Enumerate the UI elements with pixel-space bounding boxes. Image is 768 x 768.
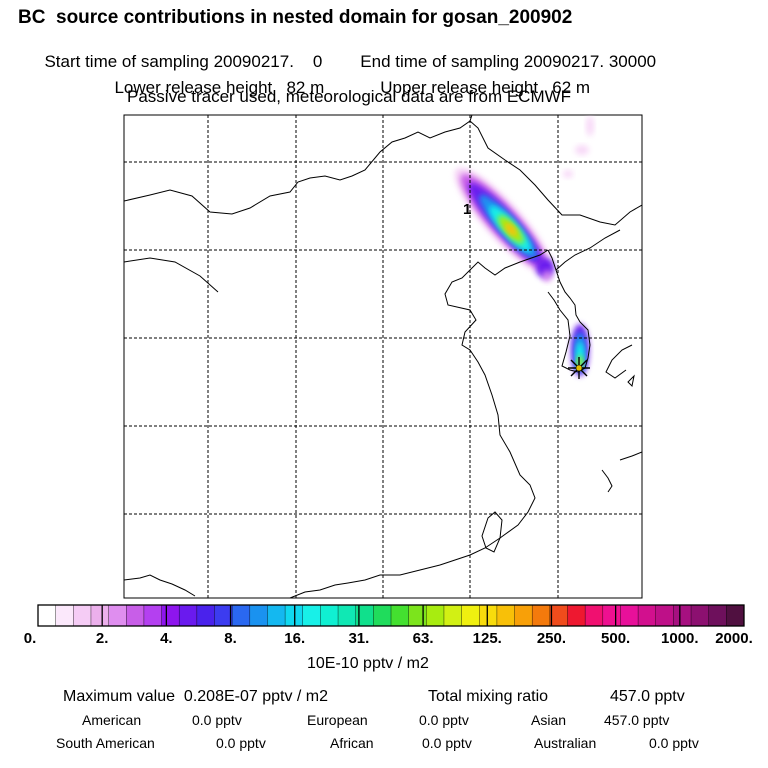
colorbar-cell	[426, 605, 445, 626]
lower-release-label: Lower release height 82 m	[114, 78, 325, 97]
region-name-south-american: South American	[56, 735, 155, 751]
max-value-label: Maximum value 0.208E-07 pptv / m2	[63, 688, 329, 705]
end-time-label: End time of sampling 20090217. 30000	[360, 52, 657, 71]
region-name-african: African	[330, 735, 374, 751]
region-value-african: 0.0 pptv	[422, 735, 472, 751]
colorbar-cell	[320, 605, 339, 626]
region-value-asian: 457.0 pptv	[604, 712, 670, 728]
colorbar-tick-label: 4.	[160, 630, 173, 647]
region-name-american: American	[82, 712, 142, 728]
colorbar-tick-label: 31.	[348, 630, 370, 647]
colorbar	[37, 604, 745, 627]
colorbar-cell	[496, 605, 515, 626]
colorbar-cell	[196, 605, 215, 626]
colorbar-tick-label: 2.	[95, 630, 109, 647]
colorbar-cell	[479, 605, 498, 626]
plume-tail-faint	[542, 270, 552, 282]
colorbar-cell	[302, 605, 321, 626]
sampling-time-line: Start time of sampling 20090217. 0 End ti…	[35, 36, 656, 70]
colorbar-cell	[73, 605, 92, 626]
graticule	[124, 115, 642, 598]
colorbar-cell	[620, 605, 639, 626]
total-mixing-value: 457.0 pptv	[610, 688, 685, 705]
colorbar-cell	[655, 605, 674, 626]
colorbar-cell	[214, 605, 233, 626]
colorbar-cell	[408, 605, 427, 626]
colorbar-cell	[585, 605, 604, 626]
trajectory-marker-label: 1	[463, 201, 471, 218]
colorbar-cell	[567, 605, 586, 626]
colorbar-cell	[179, 605, 198, 626]
colorbar-cell	[108, 605, 127, 626]
colorbar-tick-label: 8.	[224, 630, 237, 647]
colorbar-cell	[673, 605, 692, 626]
colorbar-tick-label: 250.	[536, 630, 567, 647]
plume-layer	[454, 116, 594, 376]
colorbar-cell	[126, 605, 145, 626]
chart-title: BC source contributions in nested domain…	[18, 7, 573, 28]
colorbar-cell	[249, 605, 268, 626]
colorbar-cell	[532, 605, 551, 626]
colorbar-cell	[55, 605, 74, 626]
colorbar-cell	[355, 605, 374, 626]
colorbar-cell	[461, 605, 480, 626]
colorbar-cell	[143, 605, 162, 626]
colorbar-cell	[708, 605, 727, 626]
colorbar-cell	[373, 605, 392, 626]
main-plume	[454, 167, 553, 275]
colorbar-tick-label: 16.	[284, 630, 306, 647]
colorbar-tick-label: 500.	[601, 630, 631, 647]
start-time-label: Start time of sampling 20090217. 0	[44, 52, 323, 71]
colorbar-cell	[161, 605, 180, 626]
colorbar-cell	[549, 605, 568, 626]
upper-release-label: Upper release height 62 m	[380, 78, 591, 97]
total-mixing-label: Total mixing ratio	[428, 688, 549, 705]
region-name-asian: Asian	[531, 712, 567, 728]
colorbar-cell	[726, 605, 745, 626]
station-marker	[568, 357, 590, 379]
colorbar-cell	[267, 605, 286, 626]
colorbar-outline	[37, 604, 745, 627]
colorbar-cell	[514, 605, 533, 626]
colorbar-dividers	[37, 605, 745, 626]
colorbar-tick-label: 63.	[412, 630, 434, 647]
colorbar-tick-label: 0.	[23, 630, 37, 647]
region-value-south-american: 0.0 pptv	[216, 735, 266, 751]
region-name-australian: Australian	[534, 735, 597, 751]
colorbar-tick-label: 1000.	[661, 630, 699, 647]
colorbar-unit: 10E-10 pptv / m2	[307, 655, 429, 672]
colorbar-tick-label: 2000.	[715, 630, 753, 647]
region-value-australian: 0.0 pptv	[649, 735, 699, 751]
colorbar-cell	[391, 605, 410, 626]
colorbar-cell	[602, 605, 621, 626]
region-value-european: 0.0 pptv	[419, 712, 469, 728]
colorbar-cell	[90, 605, 109, 626]
colorbar-cell	[338, 605, 357, 626]
tracer-note: Passive tracer used, meteorological data…	[127, 87, 572, 106]
colorbar-cell	[232, 605, 251, 626]
region-value-american: 0.0 pptv	[192, 712, 242, 728]
release-height-line: Lower release height 82 m Upper release h…	[105, 62, 590, 96]
faint-patches	[563, 116, 594, 178]
colorbar-cell	[638, 605, 657, 626]
colorbar-cell	[443, 605, 462, 626]
colorbar-cell	[691, 605, 710, 626]
region-name-european: European	[307, 712, 368, 728]
colorbar-cell	[38, 605, 57, 626]
colorbar-tick-label: 125.	[472, 630, 502, 647]
